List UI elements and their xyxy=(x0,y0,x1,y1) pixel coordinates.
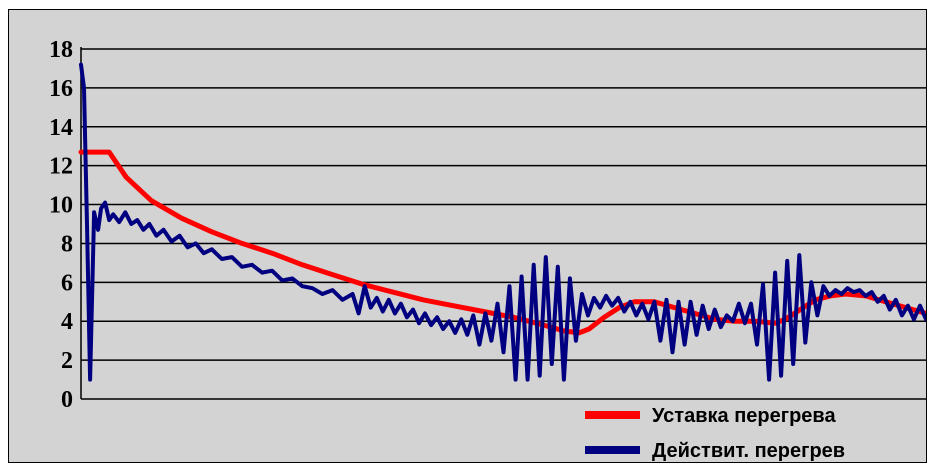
legend-swatch-2 xyxy=(585,446,640,454)
y-tick-label: 4 xyxy=(61,309,73,335)
chart-canvas: 0 2 4 6 8 10 12 14 16 18 Уставка перегрева Действи… xyxy=(49,37,926,462)
y-tick-label: 16 xyxy=(49,76,73,102)
series-line-2 xyxy=(79,62,926,382)
y-tick-label: 12 xyxy=(49,154,73,180)
gridlines xyxy=(81,48,926,361)
legend: Уставка перегрева Действит. перегрев xyxy=(585,405,845,462)
y-axis-ticks: 0 2 4 6 8 10 12 14 16 18 xyxy=(49,37,73,413)
chart-frame: 0 2 4 6 8 10 12 14 16 18 Уставка перегрева Действи… xyxy=(8,9,927,463)
y-tick-label: 8 xyxy=(61,231,73,257)
y-tick-label: 18 xyxy=(49,37,73,63)
legend-label-1: Уставка перегрева xyxy=(652,405,836,427)
series-lines xyxy=(78,62,926,382)
y-tick-label: 0 xyxy=(61,387,73,413)
y-tick-label: 6 xyxy=(61,270,73,296)
y-tick-label: 10 xyxy=(49,193,73,219)
y-tick-label: 14 xyxy=(49,115,73,141)
series-line-1 xyxy=(78,149,926,336)
axes xyxy=(80,47,926,400)
y-tick-label: 2 xyxy=(61,348,73,374)
legend-swatch-1 xyxy=(585,411,640,419)
legend-label-2: Действит. перегрев xyxy=(652,440,845,462)
